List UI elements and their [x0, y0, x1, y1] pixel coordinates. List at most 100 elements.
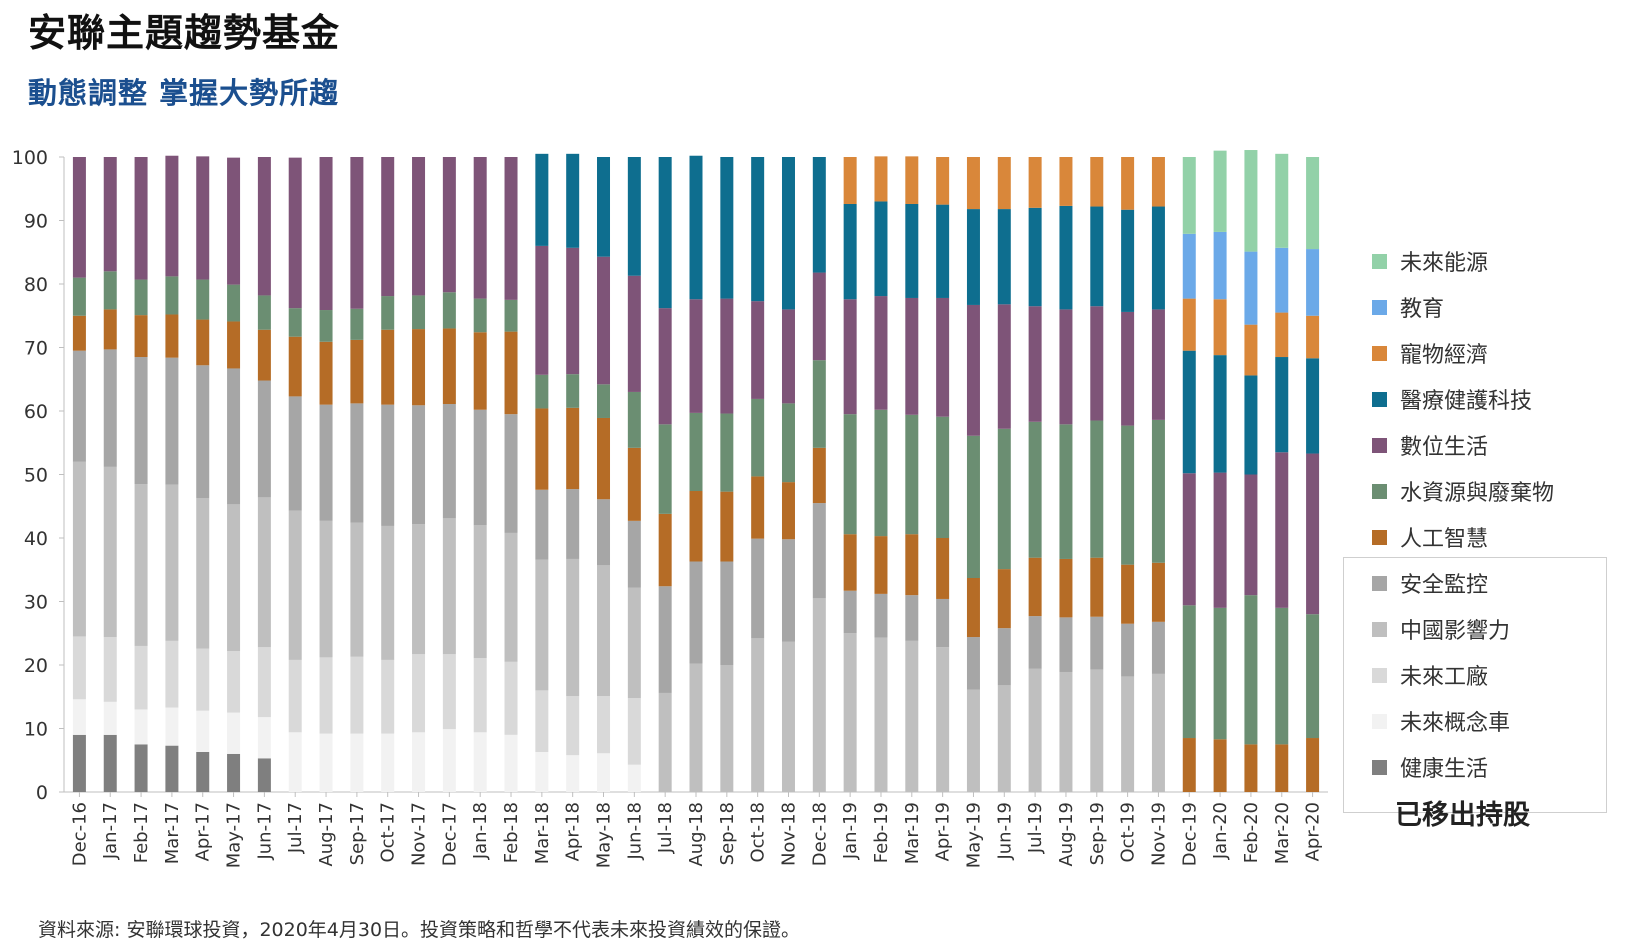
bar-segment	[597, 565, 611, 697]
x-tick-label: Sep-18	[717, 802, 738, 865]
bar-segment	[751, 476, 765, 539]
bar-segment	[720, 298, 734, 414]
bar-segment	[134, 645, 148, 710]
bar-segment	[288, 659, 302, 733]
bar-segment	[658, 308, 672, 425]
bar-segment	[966, 435, 980, 579]
bar-segment	[597, 753, 611, 792]
bar-segment	[936, 647, 950, 792]
x-tick-label: Feb-19	[871, 802, 892, 863]
bar-segment	[227, 321, 241, 369]
bar-segment	[843, 590, 857, 634]
bar-segment	[1306, 315, 1320, 359]
legend-item: 醫療健護科技	[1372, 386, 1533, 414]
bar-segment	[1306, 157, 1320, 250]
x-tick-label: Jul-19	[1025, 802, 1046, 854]
x-tick-label: Oct-19	[1118, 802, 1139, 863]
bar-segment	[1028, 306, 1042, 422]
bar-segment	[1213, 739, 1227, 792]
x-tick-label: Sep-19	[1087, 802, 1108, 865]
bar-segment	[504, 734, 518, 792]
bar-segment	[1182, 298, 1196, 351]
legend-label: 健康生活	[1400, 757, 1489, 782]
bar-segment	[1028, 421, 1042, 558]
bar-segment	[997, 157, 1011, 210]
bar-segment	[535, 245, 549, 375]
legend-label: 中國影響力	[1400, 619, 1511, 644]
bar-segment	[781, 403, 795, 483]
bar-segment	[905, 297, 919, 415]
bar-segment	[319, 310, 333, 342]
bar-segment	[966, 578, 980, 638]
bar-segment	[1306, 453, 1320, 615]
bar-segment	[412, 732, 426, 792]
x-tick-label: Aug-18	[686, 802, 707, 867]
x-tick-label: Jun-19	[994, 802, 1015, 861]
bar-segment	[658, 586, 672, 693]
bar-segment	[504, 414, 518, 533]
bar-segment	[504, 661, 518, 735]
bar-segment	[874, 156, 888, 202]
bar-segment	[103, 701, 117, 735]
bar-segment	[936, 297, 950, 417]
bar-segment	[1028, 616, 1042, 669]
bar-segment	[535, 489, 549, 560]
bar-segment	[1213, 355, 1227, 473]
bar-segment	[1121, 311, 1135, 426]
bar-segment	[1121, 623, 1135, 677]
bar-segment	[1028, 668, 1042, 792]
x-tick-label: Mar-17	[162, 802, 183, 864]
bar-segment	[227, 368, 241, 505]
bar-segment	[350, 733, 364, 792]
bar-segment	[751, 398, 765, 477]
bar-segment	[227, 504, 241, 652]
bar-segment	[227, 753, 241, 792]
bar-segment	[1059, 309, 1073, 425]
bar-segment	[1028, 207, 1042, 307]
bar-segment	[843, 633, 857, 792]
bar-segment	[442, 328, 456, 405]
bar-segment	[1306, 738, 1320, 792]
y-tick-label: 30	[24, 592, 48, 614]
bar-segment	[288, 157, 302, 309]
bar-segment	[473, 332, 487, 410]
x-tick-label: Aug-17	[316, 802, 337, 867]
bar-segment	[1275, 153, 1289, 248]
bar-segment	[874, 637, 888, 792]
bar-segment	[196, 497, 210, 649]
y-tick-label: 50	[24, 465, 48, 487]
bar-segment	[1151, 621, 1165, 674]
bar-segment	[196, 279, 210, 320]
bar-segment	[1275, 452, 1289, 608]
bar-segment	[1121, 157, 1135, 210]
bar-segment	[566, 558, 580, 697]
bar-segment	[936, 598, 950, 648]
x-tick-label: Oct-18	[748, 802, 769, 863]
x-tick-label: May-18	[594, 802, 615, 868]
bar-segment	[350, 522, 364, 657]
bar-segment	[597, 417, 611, 500]
bar-segment	[1151, 157, 1165, 207]
bar-segment	[134, 484, 148, 646]
bar-segment	[1059, 424, 1073, 559]
bar-segment	[627, 587, 641, 699]
bar-segment	[288, 396, 302, 511]
bar-segment	[319, 341, 333, 405]
bar-segment	[72, 699, 86, 735]
bar-segment	[627, 391, 641, 448]
bar-segment	[689, 663, 703, 792]
bar-segment	[227, 712, 241, 754]
bar-segment	[227, 157, 241, 285]
bar-segment	[103, 271, 117, 310]
bar-segment	[473, 658, 487, 733]
bar-segment	[473, 732, 487, 792]
bar-segment	[196, 365, 210, 498]
bar-segment	[196, 710, 210, 752]
legend-label: 醫療健護科技	[1400, 389, 1533, 414]
bar-segment	[720, 413, 734, 492]
legend-label: 寵物經濟	[1400, 343, 1489, 368]
bar-segment	[319, 733, 333, 792]
x-tick-label: Apr-20	[1303, 802, 1324, 861]
y-tick-label: 100	[12, 147, 48, 169]
